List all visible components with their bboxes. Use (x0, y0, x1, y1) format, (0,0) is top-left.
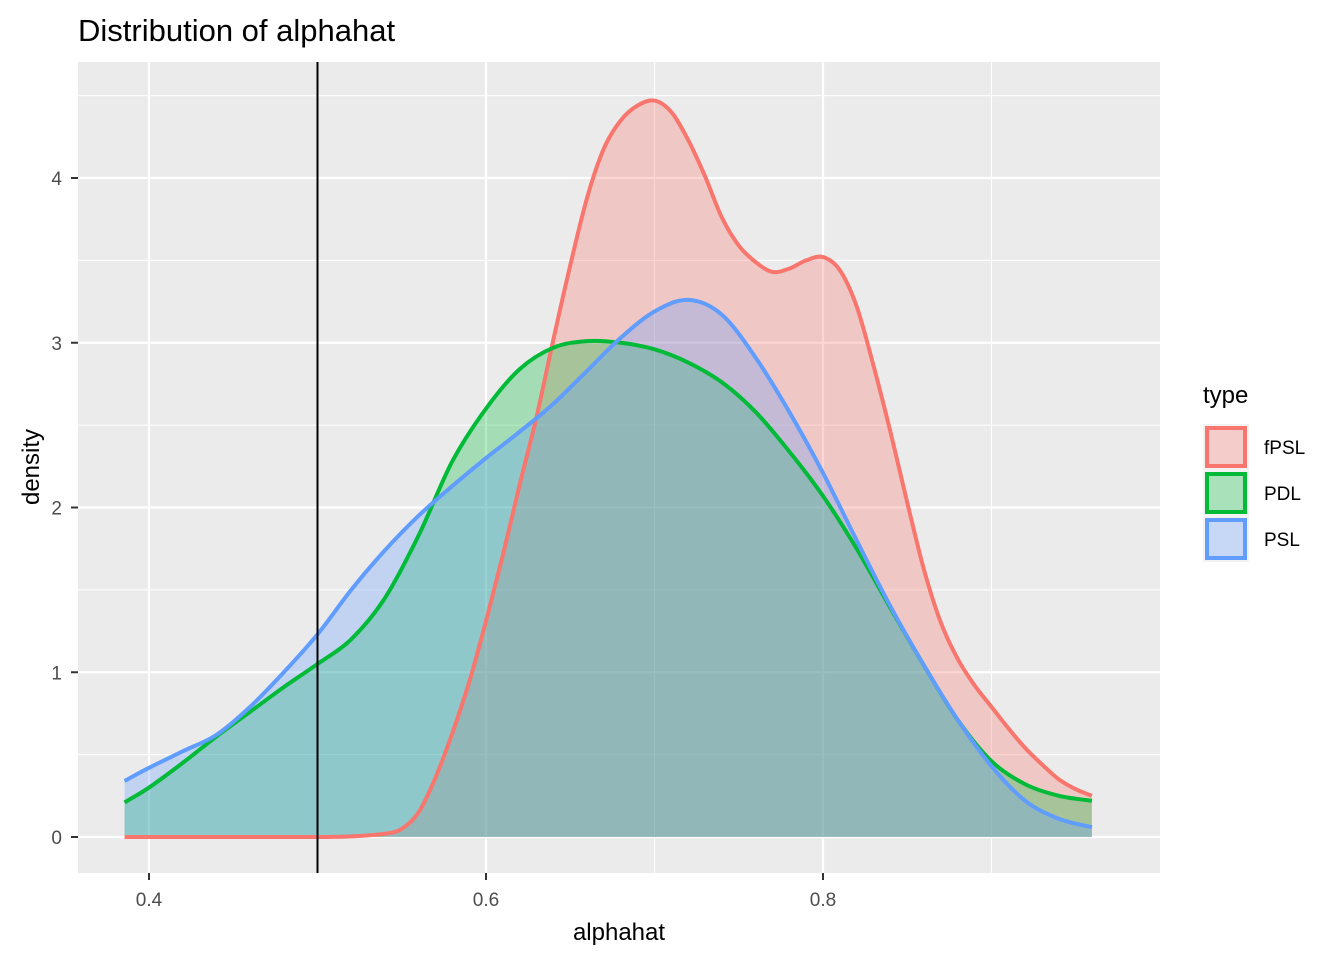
chart-title: Distribution of alphahat (78, 13, 395, 48)
y-axis: 0 1 2 3 4 (51, 169, 78, 849)
legend-item-pdl: PDL (1203, 470, 1301, 516)
x-tick-label: 0.6 (473, 890, 499, 911)
legend-item-fpsl: fPSL (1203, 424, 1305, 470)
legend-key-background (1203, 516, 1249, 562)
y-tick-label: 2 (51, 499, 62, 520)
y-tick-label: 4 (51, 169, 62, 190)
legend-label-psl: PSL (1264, 530, 1300, 551)
density-area-pdl (124, 340, 1092, 837)
legend-swatch-pdl (1205, 472, 1247, 514)
legend-swatch-psl (1205, 518, 1247, 560)
density-area-psl (124, 299, 1092, 838)
y-tick-label: 0 (51, 828, 62, 849)
x-axis-title: alphahat (573, 919, 665, 946)
legend-swatch-fpsl (1205, 426, 1247, 468)
legend-item-psl: PSL (1203, 516, 1300, 562)
legend-label-pdl: PDL (1264, 484, 1301, 505)
legend-key-background (1203, 470, 1249, 516)
x-tick-label: 0.8 (810, 890, 836, 911)
density-line-fpsl (124, 98, 1093, 840)
density-area-fpsl (124, 100, 1092, 838)
legend-key-background (1203, 424, 1249, 470)
legend-items: fPSL PDL PSL (1203, 424, 1305, 562)
plot-panel (78, 62, 1160, 873)
x-axis: 0.4 0.6 0.8 (136, 873, 836, 911)
legend: type fPSL PDL PSL (1203, 382, 1305, 562)
legend-label-fpsl: fPSL (1264, 438, 1305, 459)
x-tick-label: 0.4 (136, 890, 163, 911)
y-tick-label: 1 (51, 663, 62, 684)
y-axis-title: density (18, 429, 45, 505)
density-lines (123, 98, 1093, 840)
y-tick-label: 3 (51, 334, 62, 355)
density-areas (124, 100, 1092, 838)
density-line-psl (123, 297, 1093, 830)
legend-title: type (1203, 382, 1248, 409)
